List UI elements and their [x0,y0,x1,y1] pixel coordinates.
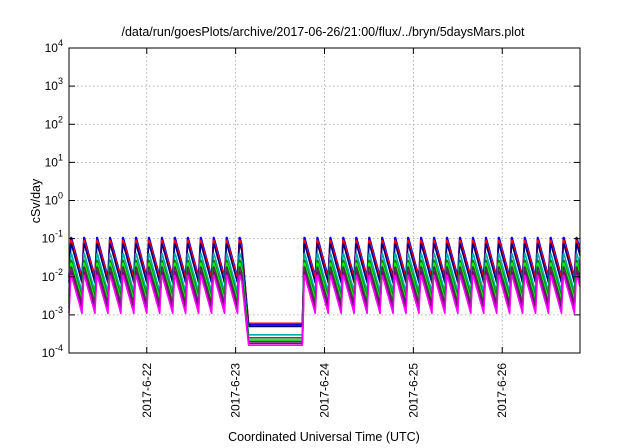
y-tick-label: 100 [45,191,63,208]
y-tick-label: 10-2 [42,267,63,284]
series-line [68,266,581,343]
y-tick-label: 10-4 [42,343,63,360]
series-line [68,253,581,336]
series-line [68,259,581,339]
series-line [68,274,581,346]
x-tick-label: 2017-6-22 [140,363,154,418]
series-line [68,262,581,341]
x-tick-label: 2017-6-25 [406,363,420,418]
y-tick-label: 10-1 [42,229,63,246]
series-line [68,271,581,345]
y-tick-labels: 10-4 10-3 10-2 10-1 100 101 102 103 104 [42,38,63,360]
y-tick-label: 103 [45,76,63,93]
y-tick-label: 101 [45,152,63,169]
series-line [68,239,581,325]
y-tick-label: 10-3 [42,305,63,322]
y-axis-label: cSv/day [29,178,43,223]
x-tick-label: 2017-6-23 [229,363,243,418]
y-tick-label: 102 [45,114,63,131]
x-tick-label: 2017-6-26 [495,363,509,418]
ticks [69,47,580,354]
x-axis-label: Coordinated Universal Time (UTC) [228,430,420,444]
y-tick-label: 104 [45,38,63,55]
series-group [68,236,581,346]
series-line [68,243,581,328]
x-tick-label: 2017-6-24 [318,363,332,418]
chart-title: /data/run/goesPlots/archive/2017-06-26/2… [121,25,525,39]
x-tick-labels: 2017-6-22 2017-6-23 2017-6-24 2017-6-25 2017… [140,363,509,418]
